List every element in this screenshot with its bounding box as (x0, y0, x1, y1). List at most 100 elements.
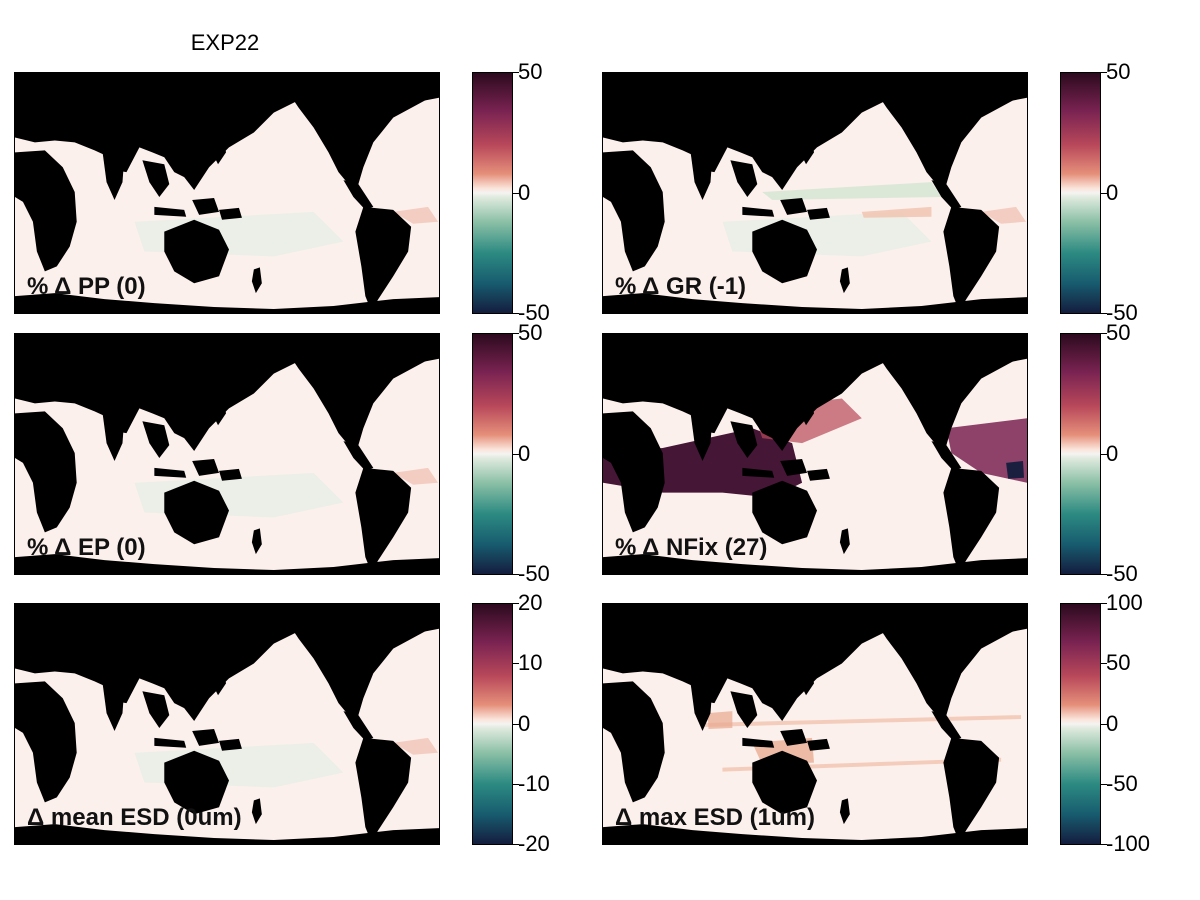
colorbar-tick-label: 0 (1106, 179, 1119, 205)
landmass (730, 160, 758, 197)
landmass (603, 554, 1027, 574)
colorbar-tickmark (1101, 453, 1107, 455)
map-panel-nfix: % Δ NFix (27) (602, 333, 1028, 575)
colorbar-tickmark (513, 72, 519, 73)
panel-label: Δ mean ESD (0um) (27, 804, 242, 831)
anomaly-patch (762, 182, 942, 200)
landmass (15, 293, 439, 313)
landmass (800, 130, 815, 165)
landmass (164, 480, 229, 545)
colorbar-tickmark (1101, 574, 1107, 575)
landmass (102, 683, 125, 731)
landmass (192, 458, 220, 476)
colorbar-tick-label: 0 (518, 440, 531, 466)
landmass (142, 691, 170, 728)
landmass (807, 738, 830, 751)
colorbar-tick-label: -50 (1106, 770, 1138, 796)
landmass (219, 738, 242, 751)
landmass (742, 737, 775, 748)
colorbar-tickmark (513, 783, 519, 785)
landmass (742, 467, 775, 478)
colorbar-tick-label: -50 (518, 561, 550, 586)
map-canvas (603, 604, 1027, 844)
colorbar-tickmark (1101, 72, 1107, 73)
colorbar-tickmark (513, 333, 519, 334)
landmass (251, 798, 262, 825)
landmass (690, 413, 713, 461)
landmass (355, 737, 412, 843)
landmass (398, 73, 439, 103)
colorbar-tickmark (513, 663, 519, 665)
landmass (800, 661, 815, 696)
colorbar-ep (472, 333, 513, 575)
figure-title: EXP22 (190, 30, 260, 55)
landmass (752, 219, 817, 284)
landmass (931, 180, 962, 210)
colorbar-tickmark (1101, 192, 1107, 194)
colorbar-pp (472, 72, 513, 314)
landmass (603, 824, 1027, 844)
landmass (690, 152, 713, 200)
landmass (15, 150, 77, 272)
colorbar-tick-label: 0 (1106, 710, 1119, 736)
landmass (871, 334, 1027, 446)
colorbar-tick-label: 20 (518, 590, 543, 615)
anomaly-patch (393, 206, 439, 224)
landmass (603, 411, 665, 533)
colorbar-gr (1060, 72, 1101, 314)
landmass (15, 604, 319, 722)
landmass (283, 334, 439, 446)
colorbar-tickmark (1101, 723, 1107, 725)
landmass (839, 798, 850, 825)
landmass (780, 458, 808, 476)
landmass (986, 604, 1027, 634)
landmass (690, 683, 713, 731)
colorbar-mean-esd (472, 603, 513, 845)
colorbar-tickmark (1101, 333, 1107, 334)
landmass (15, 73, 319, 191)
landmass (752, 750, 817, 815)
landmass (164, 750, 229, 815)
colorbar-max-esd (1060, 603, 1101, 845)
colorbar-tick-label: -50 (1106, 300, 1138, 325)
landmass (283, 73, 439, 185)
colorbar-tick-label: -50 (1106, 561, 1138, 586)
landmass (603, 73, 907, 191)
landmass (603, 681, 665, 803)
panel-label: % Δ GR (-1) (615, 273, 747, 300)
colorbar-tick-label: 0 (518, 710, 531, 736)
landmass (931, 711, 962, 741)
landmass (398, 604, 439, 634)
colorbar-tickmark (513, 574, 519, 575)
landmass (343, 180, 374, 210)
map-panel-max-esd: Δ max ESD (1um) (602, 603, 1028, 845)
map-panel-gr: % Δ GR (-1) (602, 72, 1028, 314)
map-canvas (15, 604, 439, 844)
map-canvas (15, 334, 439, 574)
landmass (212, 661, 227, 696)
landmass (15, 824, 439, 844)
landmass (807, 207, 830, 220)
landmass (343, 441, 374, 471)
landmass (192, 728, 220, 746)
colorbar-tick-label: 0 (1106, 440, 1119, 466)
landmass (943, 206, 1000, 312)
landmass (800, 391, 815, 426)
colorbar-tick-label: 100 (1106, 590, 1143, 615)
landmass (871, 604, 1027, 716)
map-canvas (603, 334, 1027, 574)
landmass (780, 728, 808, 746)
landmass (839, 528, 850, 555)
landmass (871, 73, 1027, 185)
landmass (931, 441, 962, 471)
landmass (212, 391, 227, 426)
landmass (164, 219, 229, 284)
anomaly-patch (707, 711, 733, 729)
landmass (251, 528, 262, 555)
landmass (986, 73, 1027, 103)
landmass (355, 206, 412, 312)
landmass (283, 604, 439, 716)
map-canvas (603, 73, 1027, 313)
landmass (251, 267, 262, 294)
colorbar-tickmark (513, 603, 519, 604)
